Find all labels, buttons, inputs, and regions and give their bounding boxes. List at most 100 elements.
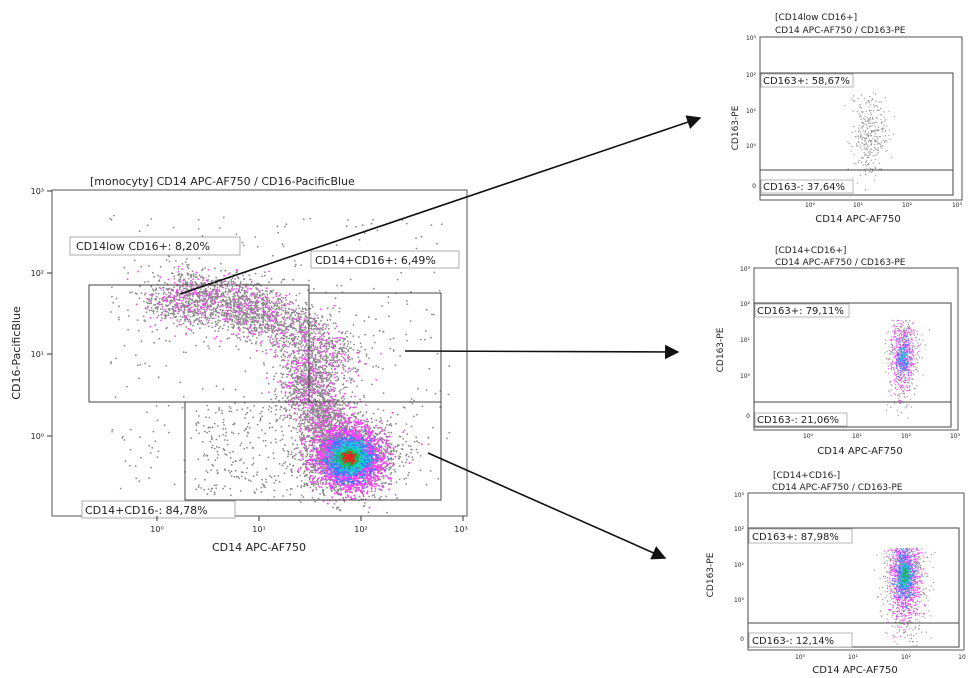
event-dot (308, 424, 311, 427)
event-dot (332, 359, 335, 361)
event-dot (165, 365, 168, 367)
event-dot (245, 320, 248, 323)
event-dot (242, 323, 245, 326)
event-dot (262, 298, 265, 301)
event-dot (347, 360, 350, 363)
event-dot (283, 350, 286, 353)
event-dot (161, 317, 164, 320)
event-dot (352, 427, 354, 430)
event-dot (325, 376, 328, 379)
event-dot (209, 315, 212, 318)
event-dot (309, 440, 311, 443)
event-dot (293, 398, 296, 400)
event-dot (432, 313, 435, 316)
event-dot (320, 357, 322, 360)
event-dot (185, 326, 188, 328)
event-dot (285, 294, 288, 297)
event-dot (260, 330, 263, 333)
event-dot (365, 355, 368, 357)
event-dot (245, 413, 247, 416)
event-dot (299, 420, 302, 422)
event-dot (136, 319, 139, 321)
event-dot (333, 344, 336, 347)
event-dot (448, 365, 451, 368)
event-dot (305, 316, 308, 319)
event-dot (155, 292, 157, 294)
event-dot (338, 399, 340, 402)
event-dot (283, 414, 285, 417)
event-dot (302, 395, 305, 398)
event-dot (255, 305, 258, 307)
event-dot (289, 323, 292, 325)
event-dot (381, 305, 383, 307)
event-dot (289, 314, 292, 316)
event-dot (211, 290, 214, 293)
event-dot (222, 292, 225, 294)
event-dot (198, 320, 201, 323)
event-dot (341, 363, 344, 366)
event-dot (355, 424, 358, 427)
event-dot (150, 300, 152, 303)
event-dot (363, 232, 366, 235)
event-dot (303, 397, 306, 399)
event-dot (184, 318, 187, 320)
event-dot (292, 359, 295, 362)
event-dot (189, 320, 192, 322)
event-dot (281, 243, 284, 246)
event-dot (246, 288, 249, 290)
event-dot (190, 329, 193, 332)
event-dot (237, 299, 240, 302)
event-dot (222, 286, 224, 289)
event-dot (178, 295, 181, 297)
event-dot (178, 298, 181, 301)
event-dot (163, 310, 165, 313)
event-dot (351, 391, 354, 394)
event-dot (142, 315, 145, 318)
event-dot (220, 300, 222, 302)
event-dot (295, 312, 298, 314)
event-dot (293, 336, 296, 339)
event-dot (310, 337, 312, 339)
event-dot (173, 286, 176, 288)
event-dot (309, 388, 312, 390)
event-dot (321, 337, 324, 340)
event-dot (171, 272, 173, 275)
event-dot (276, 322, 279, 324)
event-dot (284, 309, 287, 312)
event-dot (246, 307, 248, 310)
event-dot (138, 230, 141, 233)
event-dot (207, 325, 210, 328)
event-dot (239, 280, 242, 283)
event-dot (158, 300, 161, 303)
event-dot (330, 424, 333, 427)
event-dot (332, 361, 335, 364)
event-dot (235, 334, 238, 337)
event-dot (234, 278, 237, 280)
event-dot (217, 319, 220, 322)
event-dot (377, 366, 380, 369)
event-dot (254, 320, 256, 322)
event-dot (197, 278, 200, 281)
event-dot (305, 387, 308, 390)
event-dot (267, 408, 270, 411)
event-dot (286, 312, 289, 314)
event-dot (251, 308, 254, 310)
event-dot (273, 303, 276, 305)
event-dot (160, 303, 163, 306)
event-dot (260, 327, 262, 330)
event-dot (241, 286, 244, 289)
event-dot (114, 396, 117, 399)
event-dot (312, 347, 315, 350)
event-dot (374, 341, 376, 344)
event-dot (352, 367, 355, 369)
event-dot (269, 325, 271, 327)
event-dot (348, 347, 351, 350)
event-dot (342, 395, 345, 398)
event-dot (197, 218, 200, 221)
event-dot (275, 293, 278, 295)
event-dot (232, 295, 235, 298)
event-dot (207, 345, 210, 347)
event-dot (302, 310, 304, 313)
event-dot (123, 439, 126, 441)
event-dot (330, 368, 333, 370)
